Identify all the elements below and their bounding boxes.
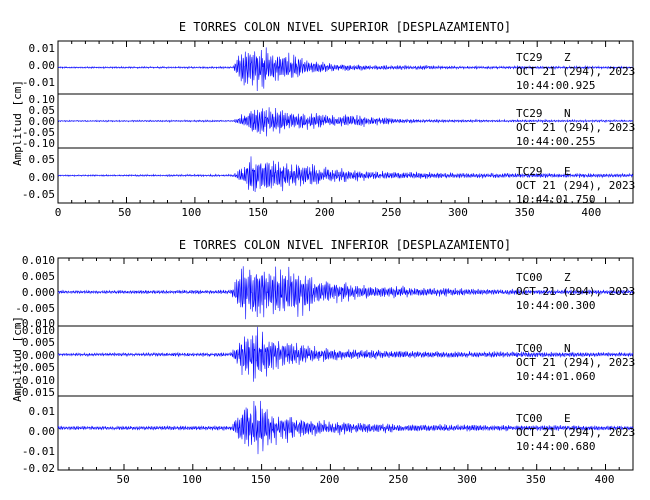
trace-station: TC00 [516,271,543,284]
trace-component: Z [564,271,571,284]
trace-date: OCT 21 (294), 2023 [516,426,635,439]
trace-station: TC29 [516,51,543,64]
trace-time: 10:44:00.255 [516,135,595,148]
x-tick-label: 350 [526,473,546,486]
chart-upper: E TORRES COLON NIVEL SUPERIOR [DESPLAZAM… [11,20,635,219]
trace-date: OCT 21 (294), 2023 [516,285,635,298]
x-tick-label: 150 [248,206,268,219]
waveform-trace [57,400,634,455]
chart-title: E TORRES COLON NIVEL INFERIOR [DESPLAZAM… [179,238,511,252]
panel-frame [57,395,634,471]
panel-tc29-e: 0.05 0.00 -0.05 TC29 E OCT 21 (294), 202… [22,147,635,206]
x-tick-label: 150 [251,473,271,486]
y-tick-label: -0.05 [22,126,55,139]
trace-date: OCT 21 (294), 2023 [516,179,635,192]
trace-date: OCT 21 (294), 2023 [516,65,635,78]
trace-time: 10:44:00.925 [516,79,595,92]
x-tick-label: 100 [182,473,202,486]
panel-tc29-z: 0.01 0.00 -0.01 TC29 Z OCT 21 (294), 202… [22,40,635,95]
panel-tc29-n: 0.10 0.05 0.00 -0.05 -0.10 TC29 N OCT 21… [22,93,635,150]
waveform-trace [57,266,634,320]
trace-time: 10:44:01.060 [516,370,595,383]
y-tick-label: 0.00 [29,171,56,184]
x-axis: 50 100 150 200 250 300 350 400 [116,473,614,486]
x-tick-label: 250 [381,206,401,219]
y-tick-label: 0.000 [22,349,55,362]
x-tick-label: 100 [181,206,201,219]
y-tick-label: 0.010 [22,324,55,337]
y-tick-label: -0.005 [15,361,55,374]
trace-time: 10:44:00.680 [516,440,595,453]
x-tick-label: 50 [116,473,129,486]
x-tick-label: 350 [515,206,535,219]
y-tick-label: -0.010 [15,374,55,387]
x-tick-label: 0 [55,206,62,219]
trace-component: N [564,107,571,120]
y-tick-label: -0.010 [15,317,55,330]
x-tick-label: 250 [388,473,408,486]
waveform-trace [57,47,634,92]
trace-date: OCT 21 (294), 2023 [516,121,635,134]
y-tick-label: 0.01 [29,42,56,55]
trace-component: N [564,342,571,355]
y-tick-label: -0.10 [22,137,55,150]
y-tick-label: -0.01 [22,76,55,89]
trace-component: Z [564,51,571,64]
trace-date: OCT 21 (294), 2023 [516,356,635,369]
y-tick-label: 0.005 [22,336,55,349]
y-tick-label: 0.000 [22,286,55,299]
axis-tick-marks [57,41,634,470]
y-axis-label: Amplitud [cm] [11,80,24,166]
chart-lower: E TORRES COLON NIVEL INFERIOR [DESPLAZAM… [11,238,635,486]
x-tick-label: 400 [595,473,615,486]
x-tick-label: 400 [581,206,601,219]
trace-time: 10:44:00.300 [516,299,595,312]
waveform-trace [57,107,633,137]
x-tick-label: 300 [457,473,477,486]
y-tick-label: 0.00 [29,115,56,128]
x-tick-label: 50 [118,206,131,219]
y-tick-label: 0.01 [29,405,56,418]
waveform-trace [57,326,634,382]
trace-station: TC29 [516,107,543,120]
x-axis: 0 50 100 150 200 250 300 350 400 [55,206,602,219]
chart-title: E TORRES COLON NIVEL SUPERIOR [DESPLAZAM… [179,20,511,34]
y-tick-label: -0.01 [22,445,55,458]
y-tick-label: 0.05 [29,104,56,117]
panel-tc00-z: 0.010 0.005 0.000 -0.005 -0.010 TC00 Z O… [15,254,635,330]
x-tick-label: 300 [448,206,468,219]
waveform-trace [57,156,634,193]
y-tick-label: 0.005 [22,270,55,283]
x-tick-label: 200 [320,473,340,486]
y-tick-label: -0.02 [22,462,55,475]
y-tick-label: -0.05 [22,188,55,201]
y-tick-label: 0.05 [29,153,56,166]
y-tick-label: 0.00 [29,425,56,438]
y-tick-label: 0.10 [29,93,56,106]
trace-component: E [564,165,571,178]
y-tick-label: 0.00 [29,59,56,72]
y-tick-label: 0.010 [22,254,55,267]
trace-component: E [564,412,571,425]
y-tick-label: -0.005 [15,302,55,315]
y-tick-label: -0.015 [15,386,55,399]
trace-station: TC00 [516,342,543,355]
trace-time: 10:44:01.750 [516,193,595,206]
y-axis-label: Amplitud [cm] [11,316,24,402]
panel-tc00-n: 0.010 0.005 0.000 -0.005 -0.010 -0.015 T… [15,324,635,399]
x-tick-label: 200 [315,206,335,219]
trace-station: TC29 [516,165,543,178]
trace-station: TC00 [516,412,543,425]
panel-tc00-e: 0.01 0.00 -0.01 -0.02 TC00 E OCT 21 (294… [22,395,635,475]
